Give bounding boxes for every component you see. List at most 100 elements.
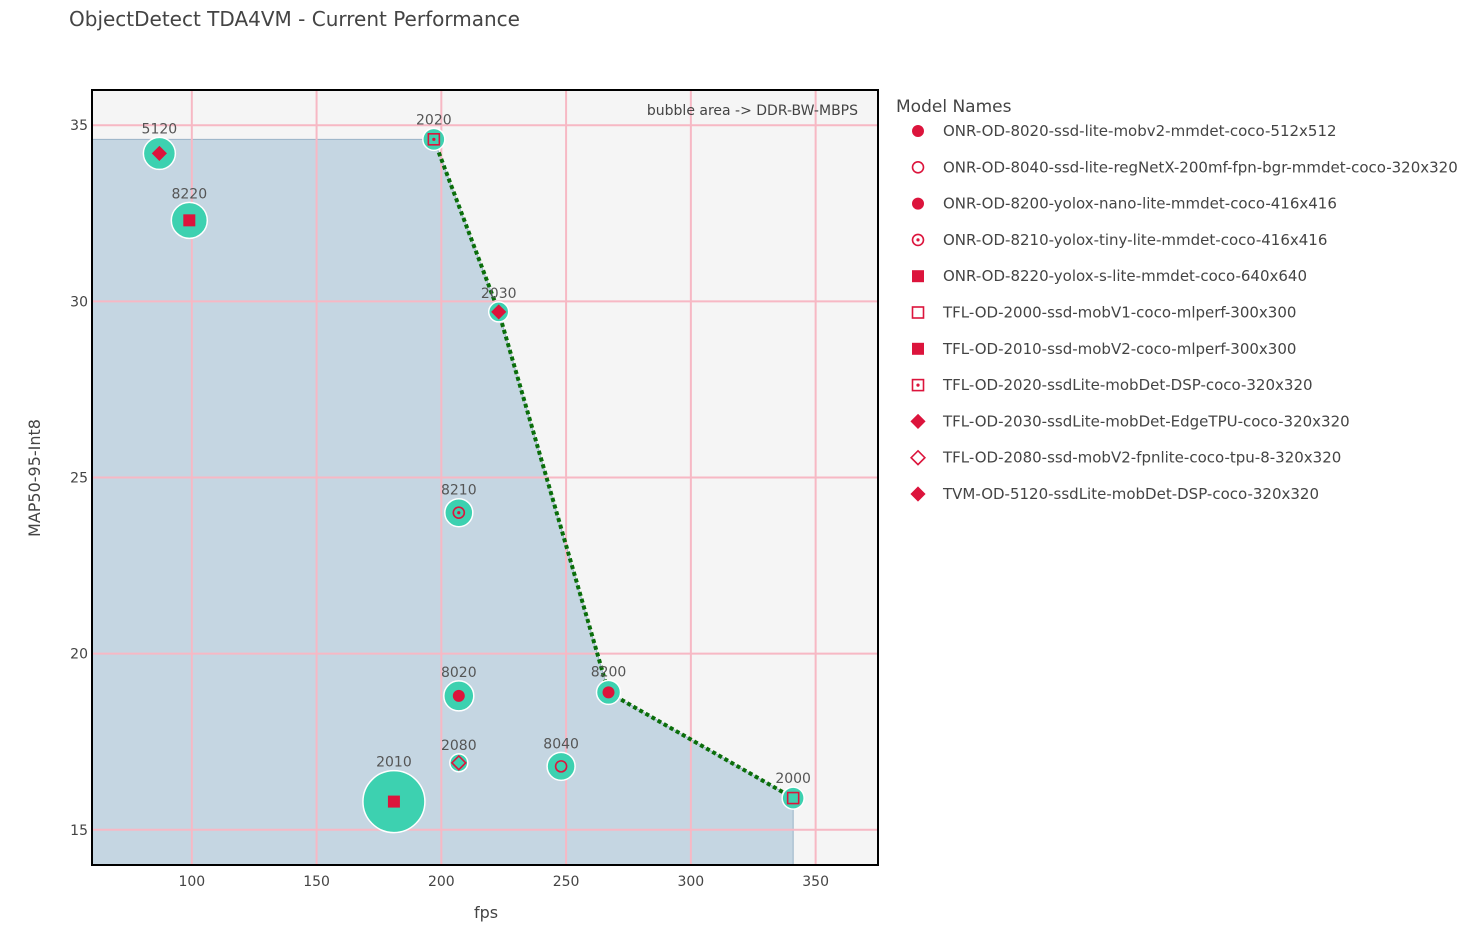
point-label: 2010 — [376, 755, 412, 771]
legend-item[interactable]: ONR-OD-8020-ssd-lite-mobv2-mmdet-coco-51… — [912, 122, 1337, 140]
plot-area: 8020 8040 8200 8210 8220 2000 2010 2020 2030 2080… — [91, 89, 879, 866]
legend-item[interactable]: TFL-OD-2030-ssdLite-mobDet-EdgeTPU-coco-… — [910, 412, 1350, 430]
marker-shape — [450, 754, 467, 771]
y-tick-label: 35 — [70, 118, 88, 134]
point-label: 2030 — [481, 286, 517, 302]
data-point-2000[interactable]: 2000 — [775, 771, 811, 810]
legend-label: ONR-OD-8220-yolox-s-lite-mmdet-coco-640x… — [943, 267, 1307, 285]
y-tick-label: 20 — [70, 647, 88, 663]
marker-shape — [452, 689, 465, 702]
legend-marker — [911, 161, 925, 174]
point-marker — [183, 214, 196, 227]
pareto-frontier-line — [431, 138, 795, 800]
marker-shape — [427, 133, 441, 146]
marker-dot — [916, 383, 920, 387]
y-tick-label: 25 — [70, 471, 88, 487]
axis-ticks: 100 150 200 250 300 350 15 20 25 30 35 — [70, 118, 829, 890]
y-tick-label: 15 — [70, 823, 88, 839]
legend-marker — [912, 270, 924, 283]
point-marker — [491, 304, 507, 320]
legend-marker — [910, 486, 926, 502]
point-marker — [452, 506, 466, 520]
legend-item[interactable]: TFL-OD-2020-ssdLite-mobDet-DSP-coco-320x… — [911, 376, 1313, 394]
plot-frame — [91, 89, 879, 866]
marker-shape — [183, 214, 196, 227]
point-marker — [450, 754, 467, 771]
data-point-2030[interactable]: 2030 — [481, 286, 517, 323]
data-point-8040[interactable]: 8040 — [543, 736, 579, 782]
legend-label: TVM-OD-5120-ssdLite-mobDet-DSP-coco-320x… — [942, 485, 1319, 503]
legend-marker — [912, 197, 924, 210]
marker-shape — [554, 760, 568, 773]
legend-label: ONR-OD-8210-yolox-tiny-lite-mmdet-coco-4… — [943, 231, 1327, 249]
legend-marker — [911, 378, 925, 392]
x-axis-label: fps — [474, 903, 498, 922]
legend-label: TFL-OD-2020-ssdLite-mobDet-DSP-coco-320x… — [942, 376, 1313, 394]
bubble-area-annotation: bubble area -> DDR-BW-MBPS — [647, 103, 858, 119]
legend-marker — [910, 413, 926, 429]
x-tick-label: 300 — [677, 874, 704, 890]
marker-shape — [911, 161, 925, 174]
legend-item[interactable]: TVM-OD-5120-ssdLite-mobDet-DSP-coco-320x… — [910, 485, 1319, 503]
marker-shape — [910, 486, 926, 502]
legend-marker — [911, 233, 925, 247]
legend-label: ONR-OD-8200-yolox-nano-lite-mmdet-coco-4… — [943, 195, 1337, 213]
y-tick-label: 30 — [70, 294, 88, 310]
marker-dot — [916, 238, 920, 242]
point-marker — [452, 689, 465, 702]
legend-marker — [912, 125, 924, 137]
point-marker — [602, 686, 615, 699]
legend-item[interactable]: TFL-OD-2080-ssd-mobV2-fpnlite-coco-tpu-8… — [909, 449, 1341, 467]
marker-shape — [151, 145, 167, 161]
data-point-8020[interactable]: 8020 — [441, 665, 477, 712]
legend-label: TFL-OD-2080-ssd-mobV2-fpnlite-coco-tpu-8… — [942, 449, 1341, 467]
x-tick-label: 350 — [802, 874, 829, 890]
data-point-2080[interactable]: 2080 — [441, 738, 477, 773]
point-marker — [387, 795, 400, 808]
point-marker — [427, 133, 441, 146]
marker-dot — [457, 511, 461, 515]
point-marker — [151, 145, 167, 161]
data-point-8200[interactable]: 8200 — [591, 664, 627, 706]
data-point-5120[interactable]: 5120 — [142, 121, 178, 171]
x-tick-label: 100 — [178, 874, 205, 890]
legend-item[interactable]: TFL-OD-2000-ssd-mobV1-coco-mlperf-300x30… — [911, 304, 1297, 322]
point-label: 2000 — [775, 771, 811, 787]
legend-label: ONR-OD-8020-ssd-lite-mobv2-mmdet-coco-51… — [943, 122, 1337, 140]
marker-shape — [452, 506, 466, 520]
marker-shape — [912, 125, 924, 137]
data-point-2020[interactable]: 2020 — [416, 112, 452, 152]
legend-item[interactable]: ONR-OD-8040-ssd-lite-regNetX-200mf-fpn-b… — [911, 158, 1458, 176]
point-label: 8210 — [441, 483, 477, 499]
marker-shape — [911, 378, 925, 392]
point-label: 2080 — [441, 738, 477, 754]
marker-shape — [786, 791, 800, 805]
legend-label: ONR-OD-8040-ssd-lite-regNetX-200mf-fpn-b… — [943, 158, 1458, 176]
data-point-2010[interactable]: 2010 — [362, 755, 426, 834]
marker-shape — [912, 342, 924, 355]
marker-shape — [909, 449, 927, 466]
marker-shape — [491, 304, 507, 320]
legend-item[interactable]: TFL-OD-2010-ssd-mobV2-coco-mlperf-300x30… — [912, 340, 1297, 358]
legend-title: Model Names — [896, 97, 1012, 117]
bubble — [449, 753, 469, 773]
point-label: 5120 — [142, 121, 178, 137]
legend-item[interactable]: ONR-OD-8210-yolox-tiny-lite-mmdet-coco-4… — [911, 231, 1328, 249]
y-axis-label: MAP50-95-Int8 — [25, 419, 44, 537]
marker-shape — [910, 413, 926, 429]
point-marker — [554, 760, 568, 773]
chart-title: ObjectDetect TDA4VM - Current Performanc… — [69, 7, 520, 31]
point-label: 2020 — [416, 112, 452, 128]
marker-shape — [912, 270, 924, 283]
legend-item[interactable]: ONR-OD-8220-yolox-s-lite-mmdet-coco-640x… — [912, 267, 1308, 285]
legend-marker — [909, 449, 927, 466]
data-point-8220[interactable]: 8220 — [170, 186, 209, 240]
legend-label: TFL-OD-2030-ssdLite-mobDet-EdgeTPU-coco-… — [942, 412, 1350, 430]
point-label: 8040 — [543, 736, 579, 752]
data-point-8210[interactable]: 8210 — [441, 483, 477, 528]
legend-item[interactable]: ONR-OD-8200-yolox-nano-lite-mmdet-coco-4… — [912, 195, 1337, 213]
x-tick-label: 150 — [303, 874, 330, 890]
x-tick-label: 250 — [553, 874, 580, 890]
legend-marker — [911, 306, 925, 319]
